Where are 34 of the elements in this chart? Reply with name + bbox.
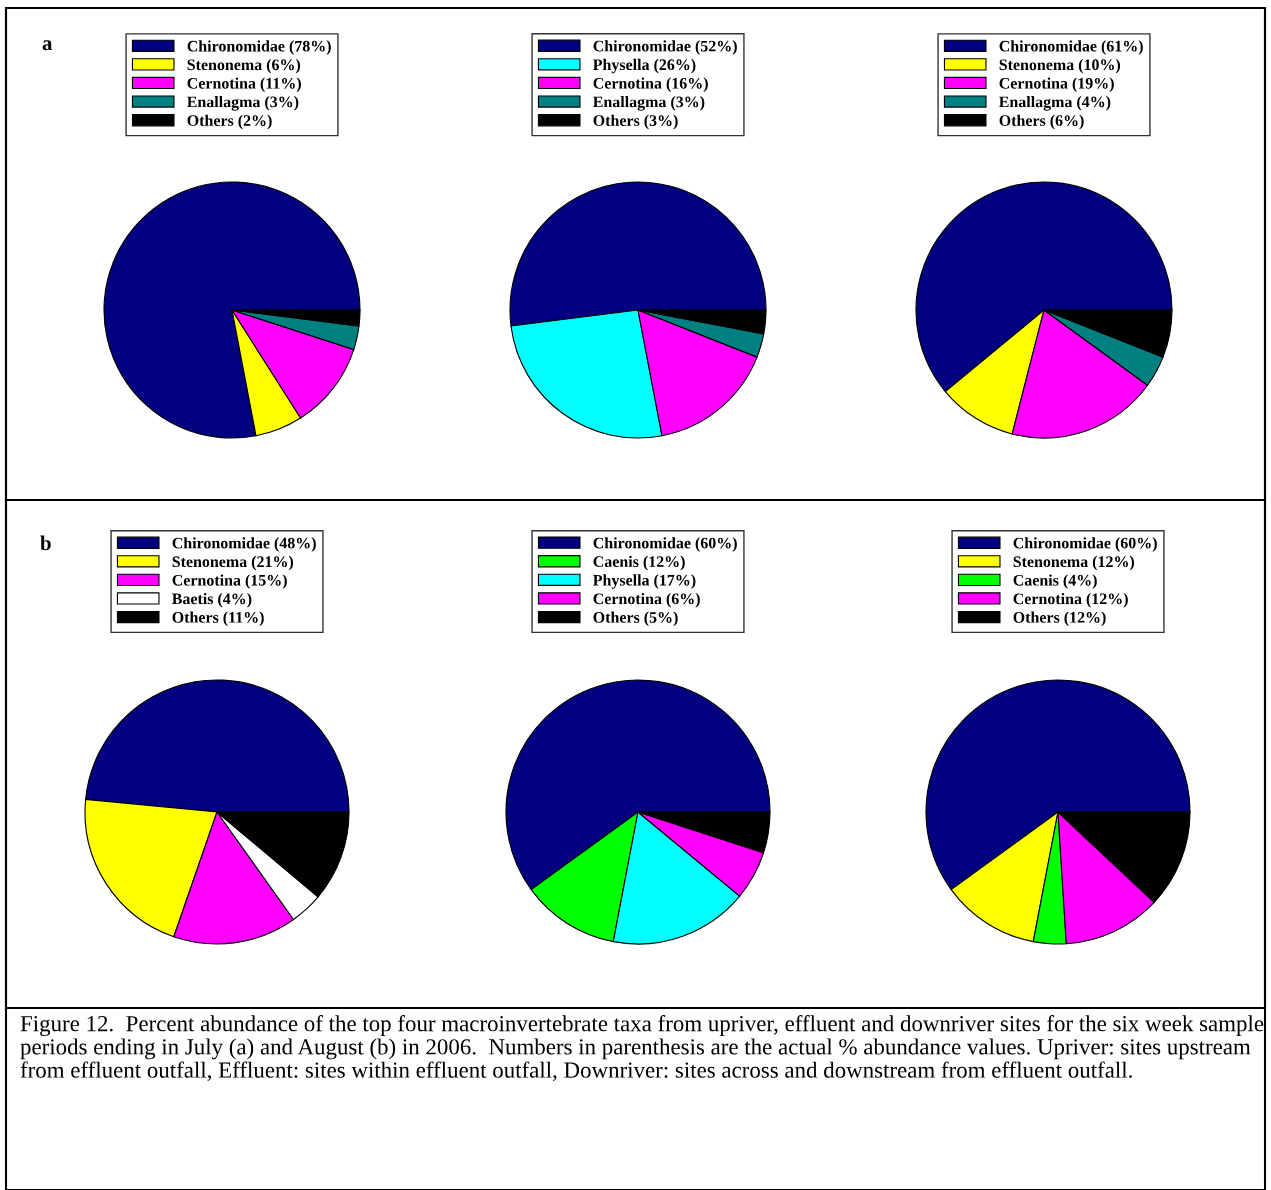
legend-label: Chironomidae (48%) [172, 537, 316, 552]
legend-label: Others (12%) [1013, 611, 1106, 627]
legend-label: Caenis (4%) [1013, 574, 1097, 589]
legend-label: Others (6%) [999, 114, 1084, 130]
text: a [42, 40, 53, 51]
legend-label: Stenonema (6%) [187, 58, 301, 74]
legend-label: Cernotina (6%) [593, 592, 700, 608]
legend-label: Enallagma (3%) [187, 96, 299, 111]
legend-label: Physella (17%) [593, 574, 696, 589]
legend-label: Chironomidae (60%) [1013, 537, 1157, 552]
legend-label: Others (2%) [187, 114, 272, 130]
legend-label: Physella (26%) [593, 58, 696, 74]
legend-label: Baetis (4%) [172, 592, 252, 608]
caption: Figure 12. Percent abundance of the top four macroinvertebrate taxa from upriver, effluent and downriver sites for the six week sample periods ending in July (a) and August (b) in 2006. Numbers in parenthesis are the actual % abundance values. Upriver: sites upstream from effluent outfall, Effluent: sites within effluent outfall, Downriver: sites across and downstream from effluent outfall. [20, 1015, 1264, 1082]
legend-label: Chironomidae (52%) [593, 40, 737, 55]
pie-slice [103, 181, 361, 439]
text: b [40, 535, 51, 551]
legend-label: Others (3%) [593, 114, 678, 130]
legend-label: Cernotina (16%) [593, 77, 708, 92]
legend-label: Stenonema (10%) [999, 58, 1121, 74]
legend-label: Enallagma (3%) [593, 96, 705, 111]
legend-label: Chironomidae (61%) [999, 40, 1143, 55]
legend-label: Chironomidae (60%) [593, 537, 737, 552]
legend-label: Chironomidae (78%) [187, 40, 331, 55]
legend-label: Others (11%) [172, 611, 264, 627]
legend-label: Others (5%) [593, 611, 678, 627]
legend-label: Cernotina (19%) [999, 77, 1114, 92]
legend-label: Cernotina (15%) [172, 574, 287, 589]
legend-label: Cernotina (11%) [187, 77, 301, 92]
legend-label: Cernotina (12%) [1013, 592, 1128, 608]
legend-label: Stenonema (12%) [1013, 555, 1135, 571]
legend-label: Enallagma (4%) [999, 96, 1111, 111]
legend-label: Caenis (12%) [593, 555, 685, 571]
legend-label: Stenonema (21%) [172, 555, 294, 571]
